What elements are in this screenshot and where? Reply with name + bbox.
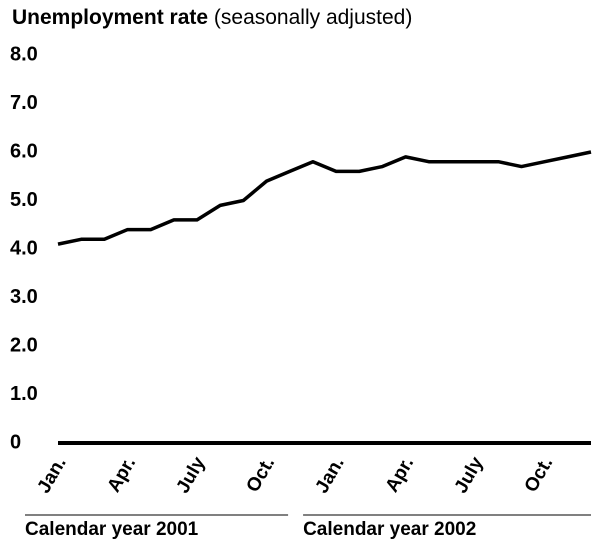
chart-title: Unemployment rate	[12, 6, 208, 29]
y-tick-label: 1.0	[10, 383, 38, 405]
x-tick-label: July	[173, 453, 210, 497]
x-tick-label: July	[451, 453, 488, 497]
x-tick-label: Jan.	[312, 454, 349, 497]
x-tick-label: Apr.	[382, 454, 419, 497]
x-tick-label: Oct.	[521, 454, 558, 497]
y-tick-label: 2.0	[10, 334, 38, 356]
x-tick-label: Jan.	[33, 454, 70, 497]
y-tick-label: 3.0	[10, 286, 38, 308]
chart-subtitle: (seasonally adjusted)	[214, 6, 412, 29]
y-tick-label: 5.0	[10, 189, 38, 211]
data-line	[57, 150, 592, 246]
y-tick-label: 0	[10, 431, 21, 453]
y-tick-label: 8.0	[10, 43, 38, 65]
y-tick-label: 6.0	[10, 140, 38, 162]
chart-heading: Unemployment rate (seasonally adjusted)	[12, 6, 412, 29]
group-label: Calendar year 2002	[303, 519, 476, 540]
group-label: Calendar year 2001	[25, 519, 199, 540]
x-tick-label: Oct.	[243, 454, 280, 497]
x-tick-label: Apr.	[104, 454, 141, 497]
y-tick-label: 4.0	[10, 237, 38, 259]
y-tick-label: 7.0	[10, 92, 38, 114]
